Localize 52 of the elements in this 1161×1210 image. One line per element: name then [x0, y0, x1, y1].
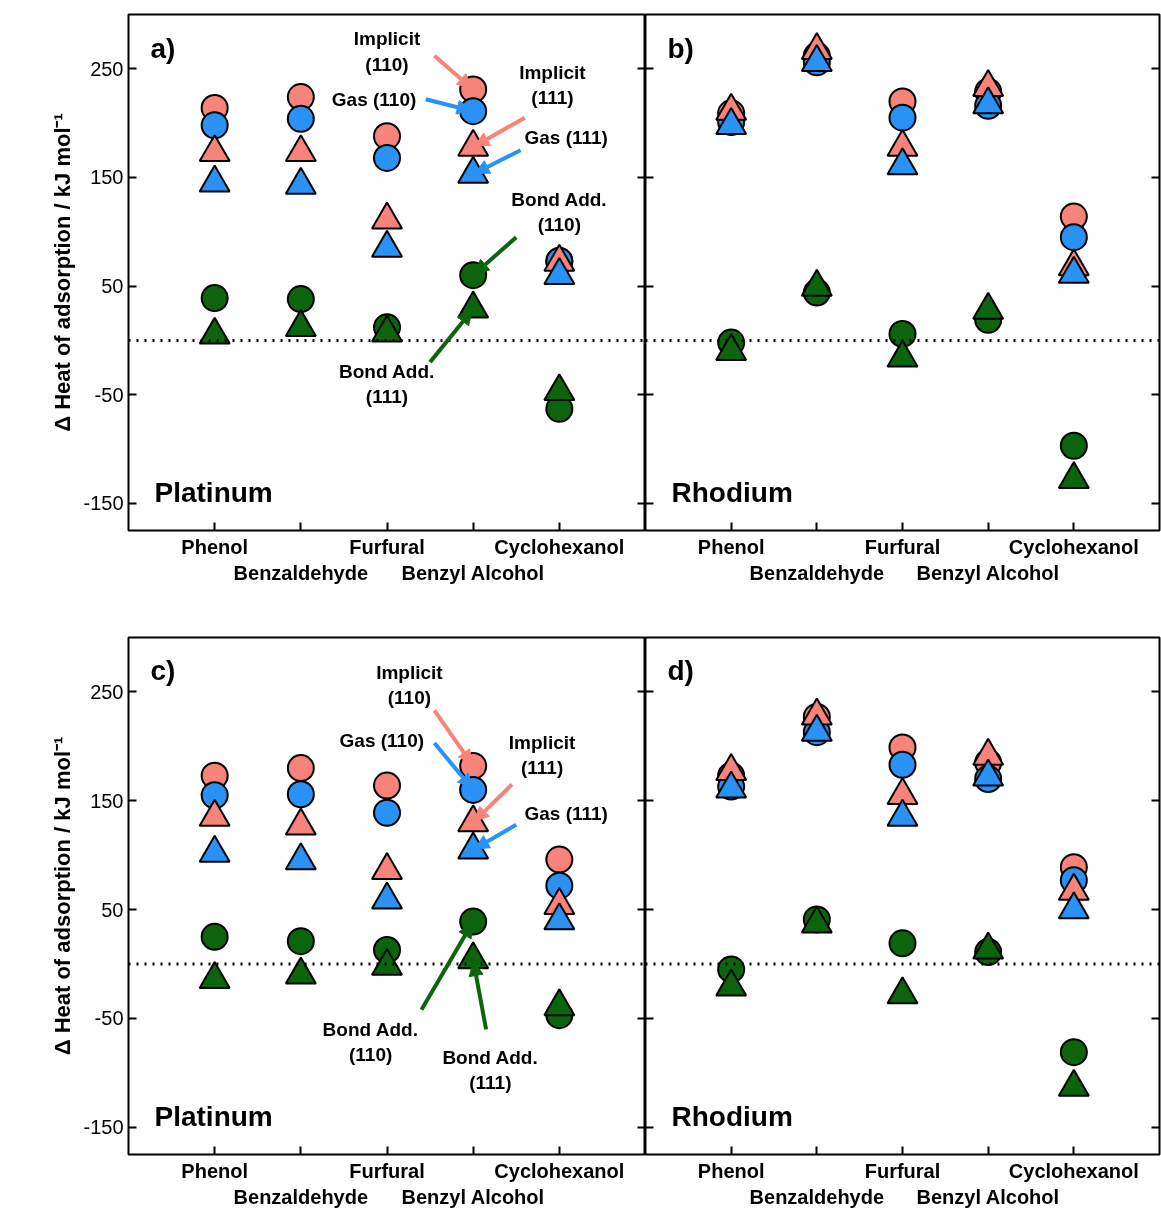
x-tick-label: Furfural — [349, 535, 425, 558]
y-tick-label: 50 — [101, 898, 124, 921]
x-tick-label: Cyclohexanol — [1008, 535, 1139, 558]
annotation: Implicit (110) — [353, 28, 421, 75]
y-tick-label: -50 — [94, 1007, 124, 1030]
y-axis-title: Δ Heat of adsorption / kJ mol⁻¹ — [50, 736, 76, 1056]
x-tick-label: Benzaldehyde — [749, 1185, 885, 1208]
text: Platinum — [154, 477, 273, 508]
annotation: Gas (111) — [524, 126, 608, 148]
text: Rhodium — [671, 1101, 793, 1132]
text: d) — [667, 655, 694, 686]
y-tick-label: 250 — [90, 57, 124, 80]
x-tick-label: Benzyl Alcohol — [916, 1185, 1060, 1208]
annotation: Gas (110) — [331, 88, 417, 110]
x-tick-label: Benzaldehyde — [233, 561, 369, 584]
text: Platinum — [154, 1101, 273, 1132]
x-tick-label: Benzyl Alcohol — [401, 561, 545, 584]
x-tick-label: Furfural — [864, 1159, 941, 1182]
text: c) — [150, 655, 176, 686]
annotation: Implicit (111) — [519, 62, 587, 109]
x-tick-label: Phenol — [181, 1159, 248, 1182]
annotation: Implicit (110) — [376, 662, 444, 709]
x-tick-label: Benzaldehyde — [233, 1185, 369, 1208]
annotation: Implicit (111) — [508, 731, 577, 779]
annotation: Gas (111) — [524, 803, 608, 825]
x-tick-label: Phenol — [181, 535, 248, 558]
y-tick-label: -150 — [83, 492, 124, 515]
y-tick-label: 250 — [90, 680, 124, 703]
x-tick-label: Benzyl Alcohol — [916, 561, 1060, 584]
text: a) — [150, 33, 176, 64]
y-axis-title: Δ Heat of adsorption / kJ mol⁻¹ — [50, 113, 76, 432]
x-tick-label: Furfural — [864, 535, 941, 558]
x-tick-label: Furfural — [349, 1159, 425, 1182]
y-tick-label: 150 — [90, 789, 124, 812]
text: Rhodium — [671, 477, 793, 508]
text: b) — [667, 33, 694, 64]
annotation: Gas (110) — [339, 730, 425, 752]
x-tick-label: Cyclohexanol — [494, 1159, 625, 1182]
y-tick-label: 150 — [90, 166, 124, 189]
x-tick-label: Phenol — [697, 1159, 765, 1182]
x-tick-label: Cyclohexanol — [494, 535, 625, 558]
annotation: Bond Add. (111) — [338, 360, 435, 407]
y-tick-label: 50 — [101, 275, 124, 298]
x-tick-label: Benzyl Alcohol — [401, 1185, 545, 1208]
annotation: Bond Add. (110) — [511, 189, 607, 236]
y-tick-label: -50 — [94, 383, 124, 406]
x-tick-label: Phenol — [697, 535, 765, 558]
annotation: Bond Add. (110) — [322, 1019, 418, 1066]
annotation: Bond Add. (111) — [442, 1046, 538, 1093]
y-tick-label: -150 — [83, 1116, 124, 1139]
x-tick-label: Benzaldehyde — [749, 561, 885, 584]
x-tick-label: Cyclohexanol — [1008, 1159, 1139, 1182]
